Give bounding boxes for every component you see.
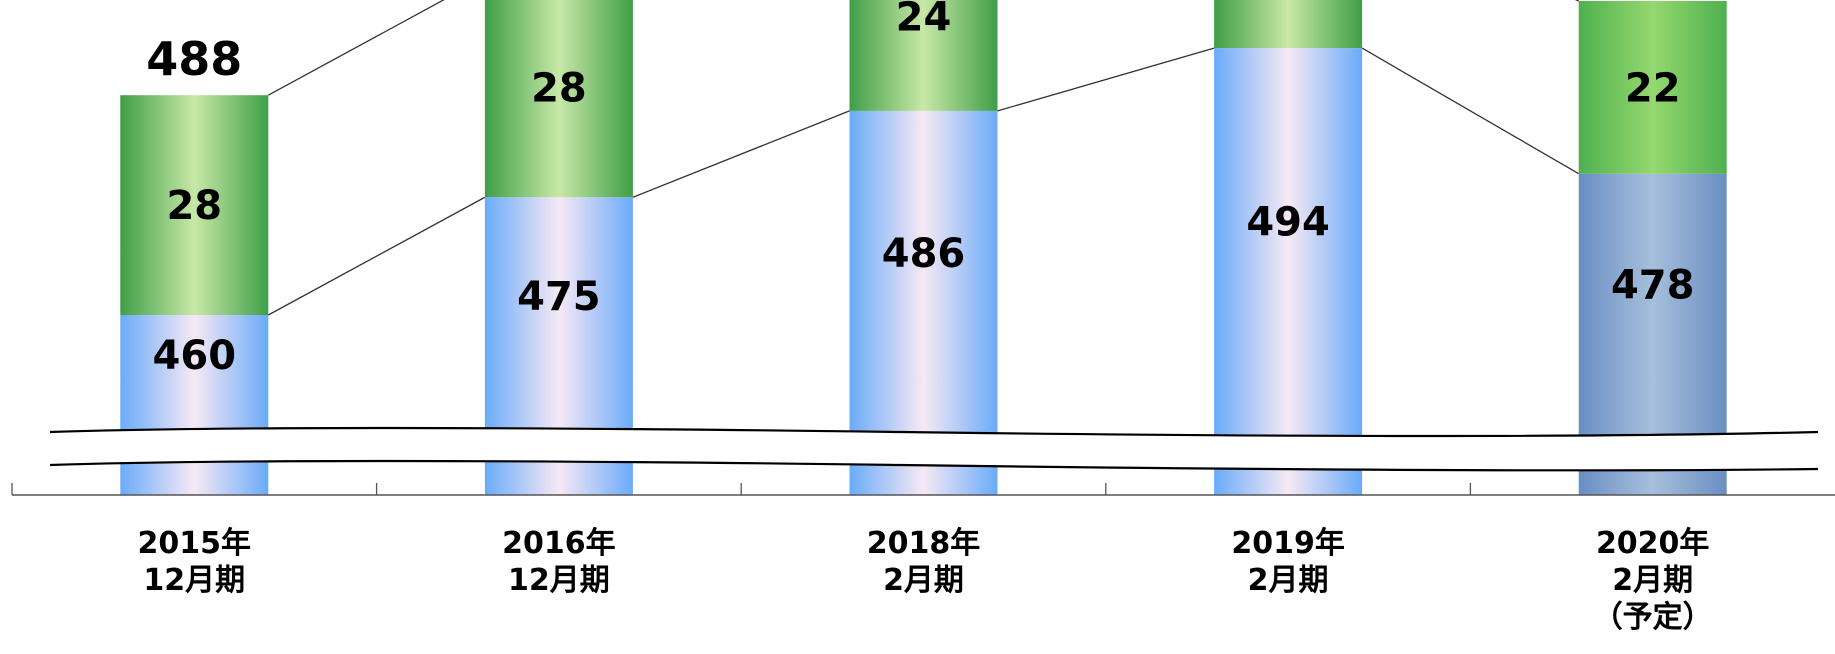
connector-lines xyxy=(267,0,1580,316)
x-tick-label-0-0: 2015年 xyxy=(138,526,252,561)
bar-lower-0 xyxy=(120,315,269,495)
connector-total-3 xyxy=(1574,0,1579,2)
x-tick-label-0-1: 12月期 xyxy=(143,563,245,598)
axis-break xyxy=(49,426,1819,472)
bar-upper-2 xyxy=(849,0,998,111)
x-tick-label-2-1: 2月期 xyxy=(883,563,964,598)
label-upper-4: 22 xyxy=(1625,65,1681,111)
connector-lower-2 xyxy=(997,47,1215,112)
x-tick-label-3-1: 2月期 xyxy=(1248,563,1329,598)
x-tick-label-3-0: 2019年 xyxy=(1231,526,1345,561)
label-upper-1: 28 xyxy=(531,65,587,111)
bar-upper-0 xyxy=(120,95,269,315)
x-tick-label-4-2: （予定） xyxy=(1593,600,1713,635)
bar-upper-3 xyxy=(1214,0,1363,49)
connector-total-0 xyxy=(267,0,445,96)
label-total-0: 488 xyxy=(146,32,242,86)
x-tick-label-1-0: 2016年 xyxy=(502,526,616,561)
label-upper-2: 24 xyxy=(896,0,952,41)
value-labels: 4602848847528503486245104941851247822500 xyxy=(146,0,1695,379)
axis-break-line-bottom xyxy=(49,459,1819,472)
label-upper-3: 18 xyxy=(1260,0,1316,1)
connector-lower-0 xyxy=(267,196,486,316)
bar-upper-4 xyxy=(1578,1,1727,174)
x-tick-label-4-0: 2020年 xyxy=(1596,526,1710,561)
bar-lower-3 xyxy=(1214,48,1363,495)
label-lower-0: 460 xyxy=(153,333,237,379)
connector-lower-3 xyxy=(1361,47,1580,175)
x-axis: 2015年12月期2016年12月期2018年2月期2019年2月期2020年2… xyxy=(11,483,1835,635)
connector-lower-1 xyxy=(632,110,850,198)
axis-break-band xyxy=(50,428,1818,471)
label-lower-3: 494 xyxy=(1246,200,1330,246)
label-lower-2: 486 xyxy=(882,231,966,277)
x-tick-label-2-0: 2018年 xyxy=(867,526,981,561)
bar-upper-1 xyxy=(484,0,633,198)
x-tick-label-4-1: 2月期 xyxy=(1612,563,1693,598)
x-tick-label-1-1: 12月期 xyxy=(508,563,610,598)
axis-break-line-top xyxy=(49,426,1819,438)
label-lower-1: 475 xyxy=(517,274,601,320)
label-lower-4: 478 xyxy=(1611,262,1695,308)
label-upper-0: 28 xyxy=(166,183,222,229)
